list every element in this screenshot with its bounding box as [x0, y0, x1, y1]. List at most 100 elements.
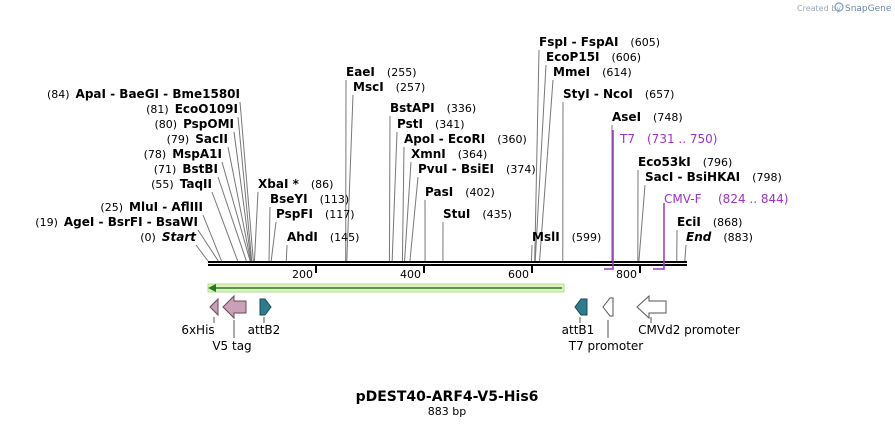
site-ecii[interactable]: EciI (868) [677, 215, 742, 229]
site-position: (86) [311, 178, 334, 191]
feature-v5-tag[interactable]: V5 tag [212, 294, 252, 353]
ruler: 200 400 600 800 [292, 266, 641, 281]
site-name: StyI - NcoI [563, 87, 633, 101]
site-eaei[interactable]: EaeI (255) [346, 65, 417, 79]
site-name: Eco53kI [638, 155, 691, 169]
site-pasi[interactable]: PasI (402) [425, 185, 495, 199]
site-agei[interactable]: AgeI - BsrFI - BsaWI (19) [35, 215, 198, 229]
map-length: 883 bp [428, 405, 466, 418]
site-name: PspOMI [183, 117, 234, 131]
site-name: FspI - FspAI [539, 35, 618, 49]
feature-t7-promoter[interactable]: T7 promoter [568, 297, 644, 353]
site-position: (883) [723, 231, 753, 244]
site-ecoo109i[interactable]: EcoO109I (81) [146, 102, 238, 116]
site-leaders [195, 49, 687, 262]
site-position: (19) [35, 216, 58, 229]
site-name: ApoI - EcoRI [404, 132, 485, 146]
feature-cmvd2-promoter[interactable]: CMVd2 promoter [636, 294, 740, 337]
site-position: (78) [144, 148, 167, 161]
primer-cmv-f[interactable]: CMV-F (824 .. 844) [653, 192, 788, 270]
site-stui[interactable]: StuI (435) [443, 207, 512, 221]
site-bstapi[interactable]: BstAPI (336) [390, 101, 476, 115]
site-leader-msci [346, 94, 354, 262]
site-position: (0) [140, 231, 156, 244]
site-mmei[interactable]: MmeI (614) [553, 65, 632, 79]
site-position: (113) [320, 193, 350, 206]
orf-arrow[interactable] [207, 283, 565, 293]
map-title: pDEST40-ARF4-V5-His6 [356, 389, 539, 405]
site-leader-bstapi [388, 115, 391, 262]
site-psti[interactable]: PstI (341) [397, 117, 465, 131]
site-name: AgeI - BsrFI - BsaWI [64, 215, 198, 229]
feature-attb1-label: attB1 [562, 323, 595, 337]
site-apoi[interactable]: ApoI - EcoRI (360) [404, 132, 527, 146]
site-fspi[interactable]: FspI - FspAI (605) [539, 35, 660, 49]
site-apai[interactable]: ApaI - BaeGI - Bme1580I (84) [47, 87, 240, 101]
site-xbai[interactable]: XbaI * (86) [258, 177, 333, 191]
credit-text: Created by [797, 4, 841, 13]
site-position: (336) [447, 102, 477, 115]
site-name: AseI [612, 110, 641, 124]
site-ahdi[interactable]: AhdI (145) [287, 230, 359, 244]
site-name: EciI [677, 215, 701, 229]
feature-attb1[interactable]: attB1 [562, 298, 595, 337]
site-position: (55) [151, 178, 174, 191]
site-leader-bseyi [268, 206, 271, 262]
site-mspa1i[interactable]: MspA1I (78) [144, 147, 222, 161]
site-pvui[interactable]: PvuI - BsiEI (374) [418, 162, 536, 176]
site-leader-bstbi [217, 176, 247, 262]
site-ecop15i[interactable]: EcoP15I (606) [546, 50, 641, 64]
site-msli[interactable]: MslI (599) [532, 230, 601, 244]
site-name: MspA1I [172, 147, 222, 161]
site-leader-agei [197, 229, 219, 262]
site-name: EcoO109I [175, 102, 238, 116]
site-position: (80) [154, 118, 177, 131]
site-msci[interactable]: MscI (257) [353, 80, 425, 94]
site-position: (796) [703, 156, 733, 169]
site-leader-end [684, 244, 687, 262]
site-eco53ki[interactable]: Eco53kI (796) [638, 155, 732, 169]
site-name: MmeI [553, 65, 590, 79]
site-pspfi[interactable]: PspFI (117) [276, 207, 355, 221]
site-position: (402) [465, 186, 495, 199]
site-leader-ahdi [285, 244, 288, 262]
site-position: (25) [100, 201, 123, 214]
site-leader-psti [391, 131, 398, 262]
site-xmni[interactable]: XmnI (364) [411, 147, 487, 161]
site-name: EaeI [346, 65, 375, 79]
feature-attb2[interactable]: attB2 [248, 298, 281, 337]
site-position: (657) [645, 88, 675, 101]
site-end[interactable]: End (883) [686, 230, 753, 244]
site-styi[interactable]: StyI - NcoI (657) [563, 87, 674, 101]
site-saci[interactable]: SacI - BsiHKAI (798) [645, 170, 782, 184]
site-leader-mspa1i [221, 161, 251, 262]
primer-cmv-f-name: CMV-F [664, 192, 702, 206]
primer-t7[interactable]: T7 (731 .. 750) [604, 130, 717, 270]
site-sacii[interactable]: SacII (79) [167, 132, 228, 146]
site-bstbi[interactable]: BstBI (71) [154, 162, 218, 176]
site-leader-sacii [227, 146, 252, 262]
site-position: (341) [435, 118, 465, 131]
site-asei[interactable]: AseI (748) [612, 110, 683, 124]
feature-t7-promoter-label: T7 promoter [568, 339, 644, 353]
site-name: ApaI - BaeGI - Bme1580I [76, 87, 240, 101]
site-pspomi[interactable]: PspOMI (80) [154, 117, 234, 131]
feature-6xhis[interactable]: 6xHis [181, 297, 219, 337]
site-name: PasI [425, 185, 453, 199]
feature-v5-tag-label: V5 tag [212, 339, 251, 353]
site-bseyi[interactable]: BseYI (113) [270, 192, 349, 206]
site-position: (79) [167, 133, 190, 146]
site-taqii[interactable]: TaqII (55) [151, 177, 212, 191]
site-leader-pvui [409, 176, 419, 262]
site-name: BseYI [270, 192, 308, 206]
site-position: (435) [482, 208, 512, 221]
site-leader-apai [239, 101, 254, 262]
site-leader-pspomi [233, 131, 252, 262]
site-position: (748) [653, 111, 683, 124]
site-position: (599) [572, 231, 602, 244]
site-start[interactable]: Start (0) [140, 230, 197, 244]
site-mlui[interactable]: MluI - AflIII (25) [100, 200, 203, 214]
site-leader-taqii [211, 191, 239, 262]
site-leader-apoi [401, 146, 405, 262]
